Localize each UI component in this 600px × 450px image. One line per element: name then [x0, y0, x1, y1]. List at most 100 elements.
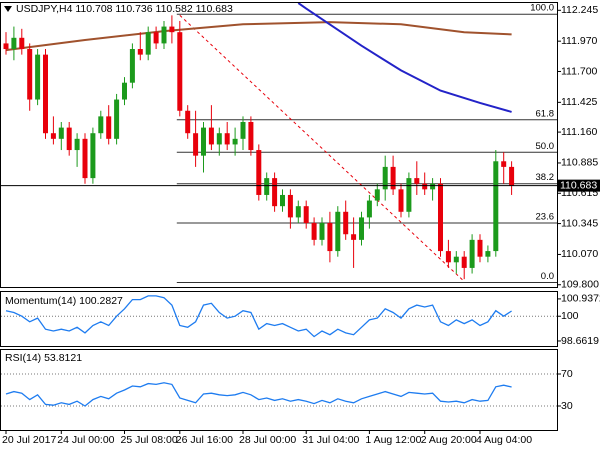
fib-label: 61.8	[536, 108, 555, 119]
x-tick-label: 1 Aug 12:00	[365, 434, 421, 446]
candle-body	[50, 133, 56, 139]
candle-body	[422, 183, 428, 190]
candle-body	[224, 133, 230, 145]
y-tick-label: 110.070	[561, 248, 598, 260]
candle-body	[335, 211, 341, 252]
candle-body	[359, 217, 364, 240]
x-tick-label: 25 Jul 08:00	[121, 434, 178, 446]
main-title: USDJPY,H4 110.708 110.736 110.582 110.68…	[16, 3, 233, 15]
moving-average	[297, 3, 512, 113]
fib-label: 50.0	[536, 141, 555, 152]
indicator-line	[5, 382, 512, 407]
y-tick-label: 111.425	[561, 96, 598, 108]
candle-body	[248, 121, 254, 151]
y-tick-label: 110.885	[561, 157, 598, 169]
fib-label: 0.0	[541, 271, 554, 282]
candle-body	[240, 121, 246, 139]
moving-average	[5, 21, 512, 52]
indicator-line	[5, 295, 512, 338]
candle-body	[509, 166, 515, 186]
fib-label: 23.6	[536, 212, 555, 223]
y-tick-label: 109.800	[561, 279, 599, 291]
candle-body	[414, 178, 420, 184]
candle-body	[374, 189, 380, 201]
candle-body	[264, 178, 270, 195]
candle-body	[303, 206, 309, 224]
y-tick-label: 30	[561, 400, 573, 412]
candle-body	[366, 200, 372, 218]
candle-body	[208, 127, 214, 145]
x-tick-label: 28 Jul 00:00	[239, 434, 296, 446]
y-tick-label: 110.345	[561, 217, 598, 229]
candle-body	[287, 194, 293, 218]
candle-body	[114, 99, 120, 139]
candle-body	[137, 49, 143, 55]
candle-body	[145, 32, 151, 55]
y-tick-label: 70	[561, 368, 573, 380]
candle-body	[216, 133, 222, 145]
candle-body	[461, 256, 467, 268]
candle-body	[43, 54, 48, 134]
candle-body	[161, 26, 167, 44]
rsi-frame	[0, 349, 558, 431]
main-plot: 100.0 61.8 50.0 38.2 23.6 0.0	[1, 3, 557, 284]
candle-body	[35, 54, 41, 100]
candle-body	[27, 49, 33, 100]
candle-body	[351, 234, 357, 240]
y-tick-label: 98.6619	[561, 335, 599, 347]
candle-body	[129, 49, 135, 83]
fib-label: 38.2	[536, 172, 555, 183]
x-tick-label: 4 Aug 04:00	[476, 434, 532, 446]
fib-label: 100.0	[530, 3, 554, 14]
candle-body	[193, 133, 199, 156]
candle-body	[19, 37, 25, 50]
candle-body	[185, 110, 191, 134]
momentum-frame	[0, 291, 558, 347]
menu-icon	[4, 6, 12, 12]
candle-body	[311, 223, 317, 240]
candle-body	[390, 166, 396, 190]
candle-body	[430, 183, 436, 190]
momentum-title: Momentum(14) 100.2827	[5, 295, 123, 307]
candle-body	[153, 32, 159, 44]
candle-body	[58, 127, 64, 139]
candle-body	[469, 239, 475, 268]
candle-body	[319, 223, 325, 240]
y-tick-label: 100.9372	[561, 293, 600, 305]
x-tick-label: 31 Jul 04:00	[302, 434, 359, 446]
current-price-box	[557, 179, 600, 192]
x-tick-label: 2 Aug 20:00	[421, 434, 477, 446]
x-tick-label: 24 Jul 00:00	[57, 434, 114, 446]
y-tick-label: 112.245	[561, 4, 598, 16]
candle-body	[343, 211, 349, 235]
candle-body	[98, 116, 104, 134]
candle-body	[445, 251, 451, 263]
candle-body	[398, 189, 404, 212]
current-price-label: 110.683	[560, 179, 597, 191]
candle-body	[327, 223, 333, 252]
x-tick-label: 20 Jul 2017	[2, 434, 56, 446]
candle-body	[66, 127, 72, 151]
candle-body	[82, 138, 88, 179]
candle-body	[3, 43, 9, 50]
candle-body	[74, 138, 80, 151]
candle-body	[169, 26, 175, 33]
candle-body	[485, 251, 491, 257]
candle-body	[438, 183, 443, 252]
main-frame	[0, 2, 558, 288]
candle-body	[256, 150, 262, 195]
y-tick-label: 111.970	[561, 35, 598, 47]
candle-body	[11, 37, 17, 50]
candle-body	[106, 116, 112, 139]
axes: 112.245 111.970 111.700 111.425 111.160 110.8…	[2, 4, 600, 446]
momentum-plot	[1, 295, 557, 338]
candle-body	[177, 32, 183, 111]
candle-body	[122, 82, 127, 100]
y-tick-label: 111.160	[561, 126, 598, 138]
candle-body	[477, 239, 483, 257]
x-tick-label: 26 Jul 16:00	[176, 434, 233, 446]
candle-body	[501, 161, 507, 167]
candle-body	[90, 133, 96, 179]
